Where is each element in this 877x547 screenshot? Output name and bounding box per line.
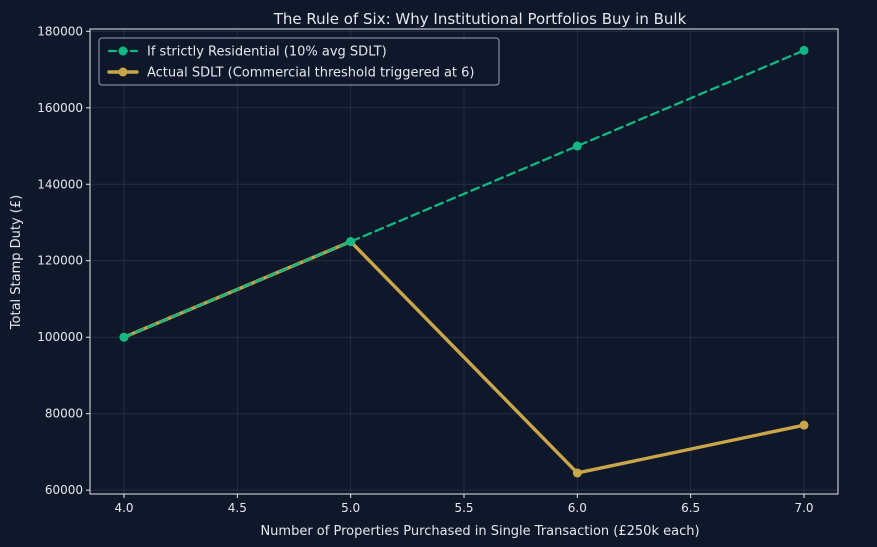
y-tick-label: 80000	[45, 407, 83, 421]
residential-data-point	[346, 237, 356, 247]
legend-label: Actual SDLT (Commercial threshold trigge…	[147, 66, 475, 81]
actual-data-point	[572, 468, 582, 478]
y-tick-label: 160000	[37, 101, 83, 115]
x-tick-label: 4.0	[114, 501, 133, 515]
y-tick-label: 180000	[37, 24, 83, 38]
y-tick-label: 140000	[37, 177, 83, 191]
x-tick-label: 5.0	[341, 501, 360, 515]
legend: If strictly Residential (10% avg SDLT) Ac…	[98, 37, 500, 86]
x-tick-label: 6.5	[681, 501, 700, 515]
residential-data-point	[572, 141, 582, 151]
residential-data-point	[799, 45, 809, 55]
actual-data-point	[799, 420, 809, 430]
x-axis-label: Number of Properties Purchased in Single…	[260, 524, 699, 539]
y-tick-label: 60000	[45, 483, 83, 497]
grid-lines	[90, 29, 838, 494]
y-tick-label: 100000	[37, 330, 83, 344]
residential-data-point	[119, 332, 129, 342]
x-tick-label: 5.5	[454, 501, 473, 515]
chart-title: The Rule of Six: Why Institutional Portf…	[273, 10, 687, 28]
y-axis-label: Total Stamp Duty (£)	[9, 195, 24, 330]
axis-ticks: 4.0 4.5 5.0 5.5 6.0 6.5 7.0 60000 80000 100000 120…	[37, 24, 813, 515]
y-tick-label: 120000	[37, 254, 83, 268]
legend-swatch-marker	[118, 46, 128, 56]
legend-box	[98, 37, 500, 86]
x-tick-label: 6.0	[568, 501, 587, 515]
residential-series-line	[122, 49, 806, 339]
x-tick-label: 4.5	[228, 501, 247, 515]
x-tick-label: 7.0	[794, 501, 813, 515]
legend-swatch-marker	[118, 67, 128, 77]
legend-label: If strictly Residential (10% avg SDLT)	[147, 45, 387, 60]
series-layer	[119, 45, 809, 478]
